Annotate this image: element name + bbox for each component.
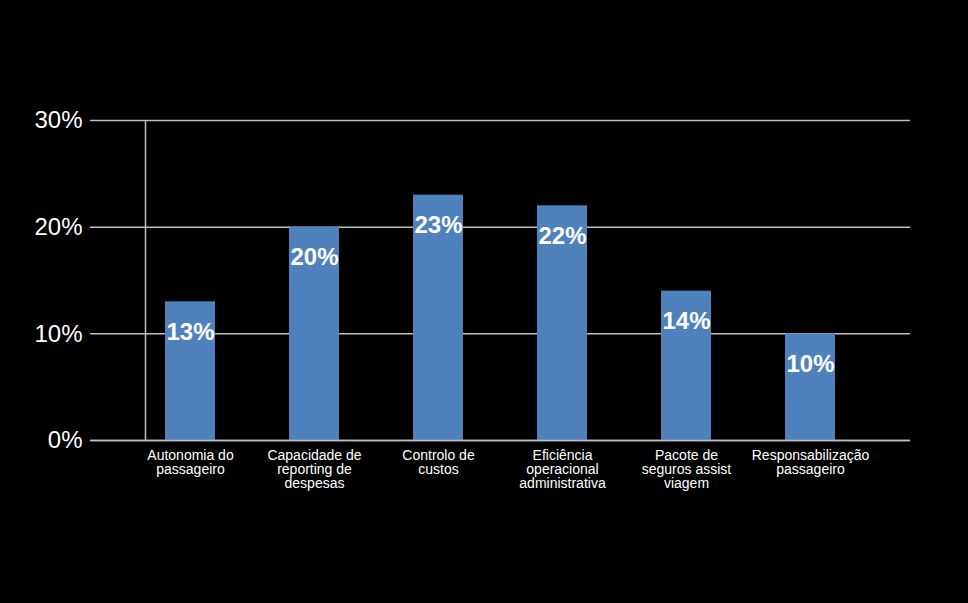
svg-text:Eficiênciaoperacionaladministr: Eficiênciaoperacionaladministrativa (519, 447, 606, 491)
svg-text:Pacote deseguros assistviagem: Pacote deseguros assistviagem (642, 447, 732, 491)
svg-text:23%: 23% (414, 211, 462, 238)
svg-text:13%: 13% (166, 318, 214, 345)
svg-text:Responsabilizaçãopassageiro: Responsabilizaçãopassageiro (752, 447, 870, 477)
svg-text:Controlo decustos: Controlo decustos (402, 447, 475, 477)
svg-text:22%: 22% (538, 222, 586, 249)
svg-text:30%: 30% (34, 106, 82, 133)
svg-text:Autonomia dopassageiro: Autonomia dopassageiro (147, 447, 234, 477)
svg-text:20%: 20% (290, 243, 338, 270)
svg-text:Capacidade dereporting dedespe: Capacidade dereporting dedespesas (267, 447, 361, 491)
svg-text:14%: 14% (662, 307, 710, 334)
svg-text:10%: 10% (34, 320, 82, 347)
svg-text:10%: 10% (786, 350, 834, 377)
svg-text:20%: 20% (34, 213, 82, 240)
svg-text:0%: 0% (48, 426, 83, 453)
